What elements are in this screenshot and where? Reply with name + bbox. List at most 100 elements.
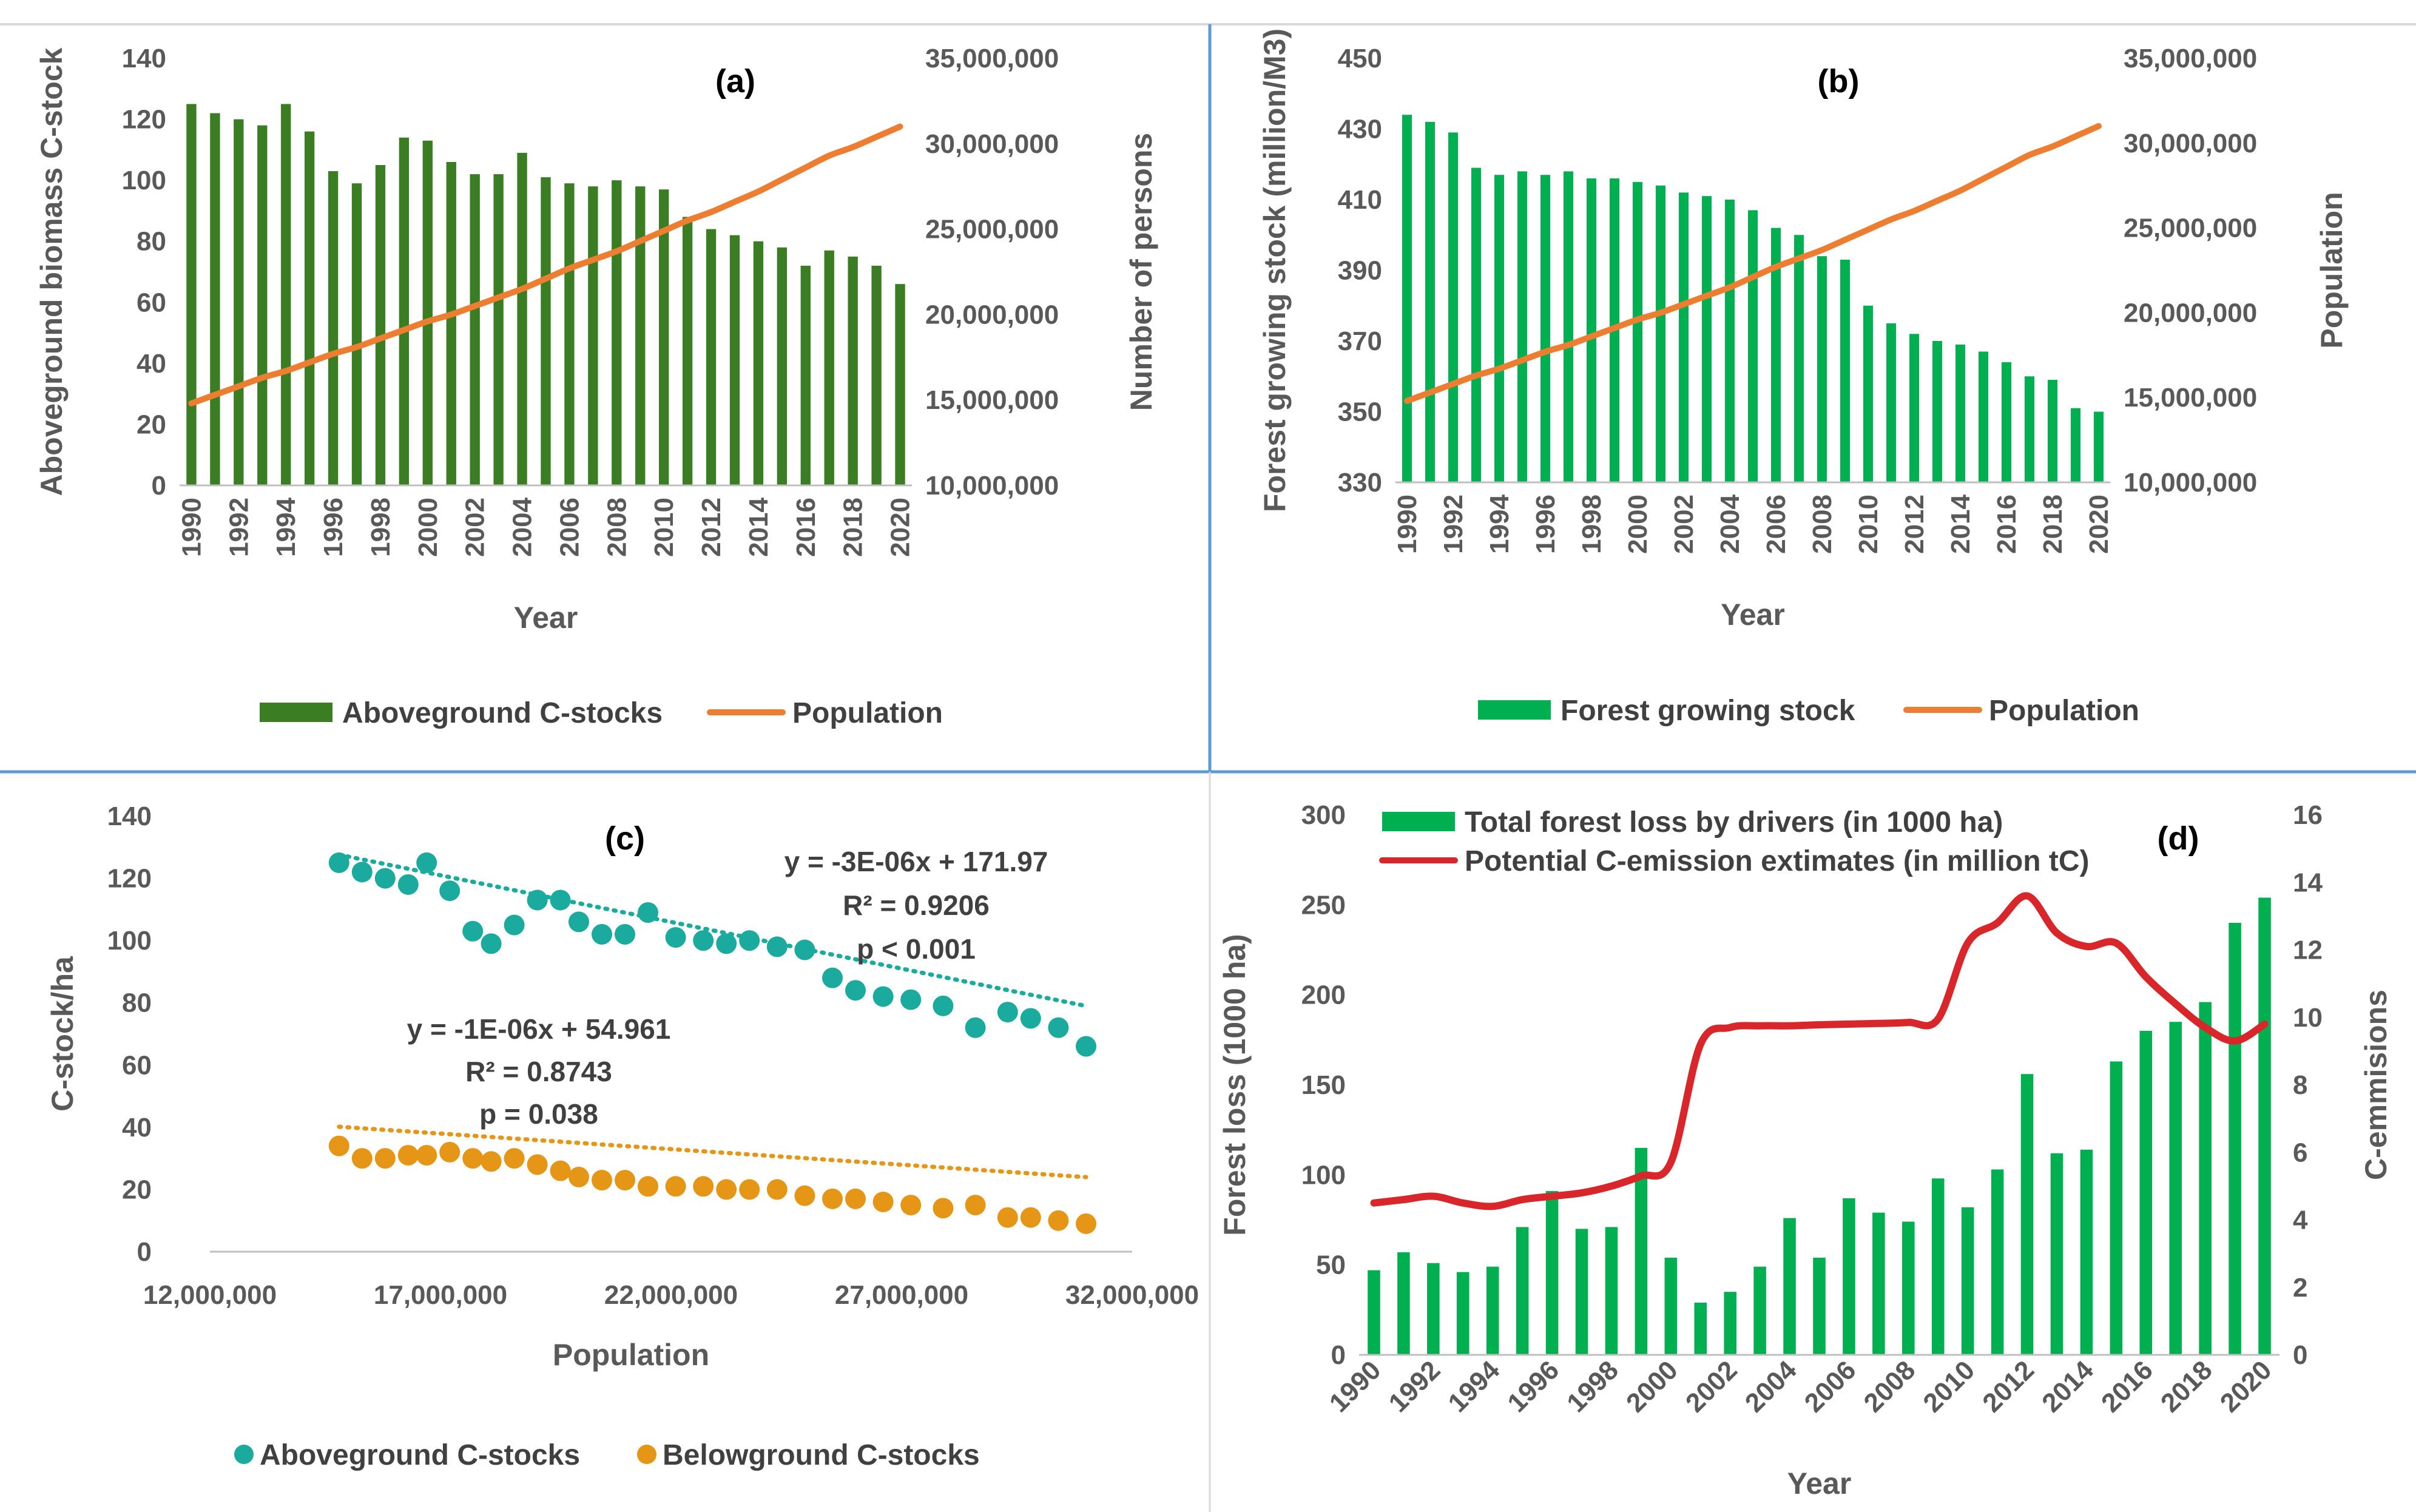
bar-2008 [612,180,622,485]
belowground-point [693,1176,714,1197]
y2-tick-label: 35,000,000 [925,44,1059,73]
bar-2019 [871,265,882,485]
x-tick-label: 2004 [508,497,538,556]
bar-1996 [328,171,339,485]
x-tick-label: 2018 [839,498,868,557]
bar-1993 [257,125,268,486]
x-tick-label: 2020 [886,498,916,557]
belowground-point [527,1154,548,1175]
bar-2004 [1783,1218,1796,1355]
legend-label: Population [792,697,943,729]
belowground-point [1020,1207,1041,1228]
bar-1990 [186,104,197,485]
panel-a: 0 20 40 60 80 100 120 140 10,000,000 15,000,000 20… [35,44,1158,729]
y2-tick-label: 4 [2293,1206,2308,1235]
bar-2017 [2025,376,2034,482]
bar-2020 [2258,897,2271,1355]
bar-1991 [1425,121,1435,483]
bar-2012 [1909,334,1919,482]
bar-1998 [1587,178,1596,482]
y2-tick-label: 0 [2293,1340,2307,1370]
aboveground-point [1020,1008,1041,1029]
legend-swatch-bar [1478,700,1551,720]
y-tick-label: 120 [107,864,152,894]
y-tick-label: 100 [107,926,152,956]
aboveground-point [716,933,737,954]
bar-1992 [234,119,244,486]
aboveground-point [997,1002,1018,1023]
y2-tick-label: 25,000,000 [925,215,1059,245]
bar-1990 [1402,115,1412,482]
y-tick-label: 390 [1338,256,1382,286]
belowground-point [550,1160,571,1181]
panel-label: (b) [1818,63,1860,100]
x-tick-label: 2000 [1623,494,1653,554]
bar-2016 [2002,362,2011,482]
y-tick-label: 370 [1338,326,1382,356]
aboveground-point [933,995,954,1016]
bar-2020 [895,284,905,485]
belowground-point [845,1188,866,1209]
y2-tick-label: 2 [2293,1273,2307,1303]
belowground-point [328,1135,349,1156]
aboveground-point [1076,1036,1096,1057]
belowground-point [739,1179,760,1200]
aboveground-point [374,868,396,889]
bar-2020 [2094,411,2104,482]
legend-marker-aboveground [234,1445,254,1464]
annotation-above-p: p < 0.001 [857,933,976,965]
bar-2005 [1748,210,1758,482]
aboveground-point [1048,1017,1069,1038]
y2-tick-label: 8 [2293,1070,2307,1100]
population-line [1370,892,2269,1210]
bar-2015 [777,247,788,485]
bar-1992 [1427,1263,1440,1355]
y-axis-title: Aboveground biomass C-stock [35,47,69,496]
aboveground-point [638,902,658,923]
bar-2003 [1702,196,1712,482]
aboveground-point [416,852,437,873]
bar-1995 [1516,1227,1529,1355]
bar-1995 [1517,171,1527,482]
belowground-point [822,1188,843,1209]
y-tick-label: 80 [122,988,152,1018]
y-tick-label: 330 [1338,468,1382,498]
x-tick-label: 17,000,000 [374,1280,507,1310]
legend-label: Population [1989,695,2139,727]
annotation-above-equation: y = -3E-06x + 171.97 [785,846,1048,877]
x-tick-label: 27,000,000 [835,1280,968,1310]
bar-2010 [659,189,669,485]
annotation-below-r2: R² = 0.8743 [465,1056,612,1087]
population-line [188,123,903,407]
x-tick-label: 2006 [555,498,584,557]
belowground-point [374,1148,396,1169]
x-tick-label: 2008 [602,498,632,557]
y-tick-label: 150 [1301,1070,1346,1100]
bar-2007 [1794,235,1804,482]
legend-marker-belowground [637,1445,656,1464]
bar-2018 [848,256,858,485]
x-tick-label: 1998 [366,498,396,557]
bar-1992 [1448,132,1458,482]
legend-label: Total forest loss by drivers (in 1000 ha… [1465,806,2003,839]
x-tick-label: 1992 [1439,494,1468,554]
y2-tick-label: 30,000,000 [925,129,1059,159]
x-tick-label: 2010 [649,498,679,557]
bar-1997 [351,183,362,485]
bar-1997 [1564,171,1573,482]
y2-tick-label: 35,000,000 [2124,44,2257,73]
bar-2005 [1813,1257,1826,1355]
aboveground-point [693,930,714,951]
bar-2007 [1872,1212,1885,1355]
bar-2010 [1961,1207,1974,1355]
x-tick-label: 1992 [224,498,254,557]
bar-2002 [1679,192,1689,482]
aboveground-point [462,920,484,942]
x-tick-label: 1998 [1577,494,1607,554]
x-tick-label: 2008 [1807,494,1837,554]
bar-1993 [1456,1272,1470,1355]
bar-2008 [1817,256,1827,482]
bar-1991 [1397,1252,1410,1355]
x-tick-label: 2018 [2038,494,2068,554]
aboveground-point [569,911,589,933]
